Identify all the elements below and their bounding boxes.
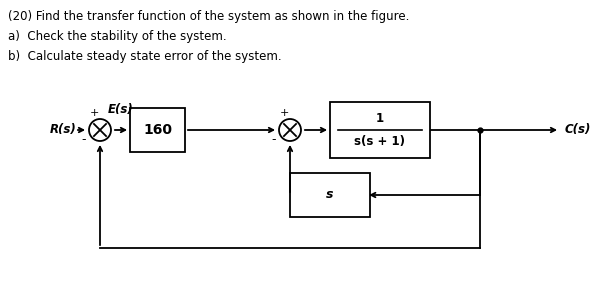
Text: 1: 1 — [376, 112, 384, 126]
Text: s: s — [326, 189, 334, 201]
Bar — [130, 108, 185, 152]
Text: s(s + 1): s(s + 1) — [355, 135, 406, 148]
Circle shape — [279, 119, 301, 141]
Circle shape — [89, 119, 111, 141]
Text: 160: 160 — [143, 123, 172, 137]
Text: a)  Check the stability of the system.: a) Check the stability of the system. — [8, 30, 226, 43]
Text: E(s): E(s) — [108, 103, 134, 116]
Text: +: + — [280, 108, 290, 118]
Text: -: - — [272, 133, 276, 146]
Text: C(s): C(s) — [565, 124, 591, 137]
Text: -: - — [81, 133, 86, 146]
Bar — [330, 102, 430, 158]
Bar — [290, 173, 370, 217]
Text: b)  Calculate steady state error of the system.: b) Calculate steady state error of the s… — [8, 50, 282, 63]
Text: +: + — [90, 108, 99, 118]
Text: R(s): R(s) — [50, 124, 76, 137]
Text: (20) Find the transfer function of the system as shown in the figure.: (20) Find the transfer function of the s… — [8, 10, 409, 23]
